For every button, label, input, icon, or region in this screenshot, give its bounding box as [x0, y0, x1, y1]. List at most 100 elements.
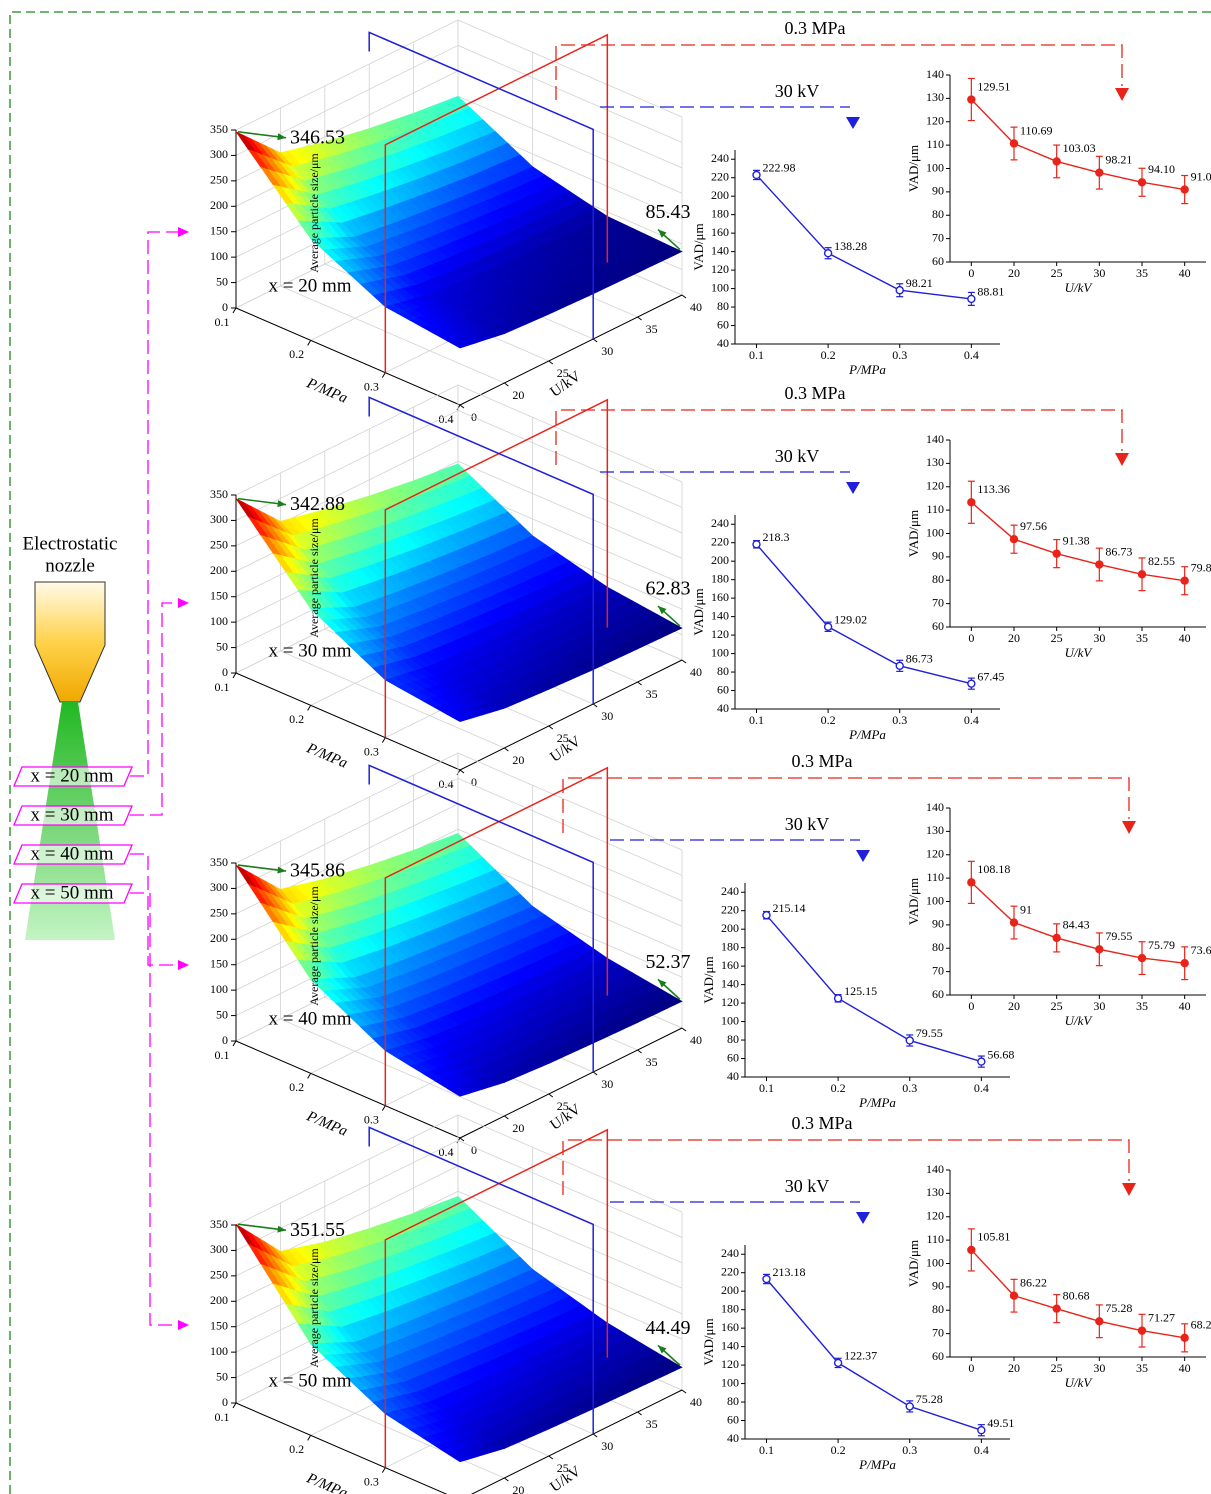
data-label: 67.45 [977, 669, 1004, 683]
data-point [1137, 178, 1147, 187]
chart-title: 30 kV [785, 814, 830, 834]
z-tick-label: 150 [210, 956, 228, 970]
y-tick-label: 200 [721, 921, 739, 935]
y-tick-label: 40 [727, 1431, 739, 1445]
y-tick-label: 100 [721, 1013, 739, 1027]
y-tick-label: 70 [932, 230, 944, 244]
x-tick-label: 0.3 [364, 1112, 379, 1126]
y-tick-label: 180 [711, 571, 729, 585]
y-tick-label: 90 [932, 1279, 944, 1293]
y-tick-label: 40 [717, 701, 729, 715]
data-point [1095, 945, 1104, 954]
data-point [823, 622, 833, 631]
chart-title: 30 kV [775, 446, 820, 466]
data-label: 98.21 [906, 276, 933, 290]
x-tick-label: 25 [1051, 999, 1063, 1013]
z-tick-label: 50 [216, 274, 228, 288]
x-tick [307, 1435, 312, 1441]
data-label: 68.2 [1191, 1318, 1211, 1332]
data-label: 103.03 [1063, 141, 1096, 155]
y-tick-label: 100 [711, 645, 729, 659]
y-tick-label: 40 [690, 300, 702, 314]
y-tick-label: 40 [690, 1395, 702, 1409]
x-tick-label: 0.2 [289, 347, 304, 361]
y-tick-label: 60 [932, 1349, 944, 1363]
y-tick-label: 70 [932, 963, 944, 977]
data-label: 79.55 [916, 1026, 943, 1040]
pointer-head [1115, 88, 1129, 101]
data-label: 86.22 [1020, 1275, 1047, 1289]
x-tick [456, 769, 461, 776]
y-tick-label: 80 [932, 572, 944, 586]
axis [235, 307, 461, 406]
position-label: x = 50 mm [30, 882, 113, 903]
y-tick [637, 1049, 642, 1054]
data-label: 91.38 [1063, 533, 1090, 547]
position-annotation: x = 40 mm [268, 1008, 351, 1029]
data-point [1137, 953, 1147, 963]
surface-patch [446, 338, 469, 349]
data-label: 79.55 [1105, 929, 1132, 943]
y-tick-label: 35 [646, 1055, 658, 1069]
z-axis-title: Average particle size/μm [307, 153, 321, 273]
z-tick-label: 250 [210, 538, 228, 552]
y-tick-label: 80 [932, 940, 944, 954]
z-tick-label: 350 [210, 487, 228, 501]
y-tick-label: 110 [926, 502, 944, 516]
z-tick-label: 350 [210, 122, 228, 136]
y-tick-label: 40 [727, 1069, 739, 1083]
data-point [1180, 576, 1189, 585]
x-tick-label: 0.4 [439, 777, 454, 791]
y-tick-label: 220 [711, 534, 729, 548]
z-tick-label: 250 [210, 1268, 228, 1282]
data-label: 91 [1020, 902, 1032, 916]
x-tick [456, 404, 461, 411]
y-tick [548, 360, 554, 365]
chart-title: 0.3 MPa [784, 18, 845, 38]
x-tick [381, 372, 386, 378]
y-tick-label: 40 [690, 665, 702, 679]
y-axis-title: VAD/μm [906, 1240, 921, 1287]
data-point [1009, 535, 1019, 544]
data-point [833, 994, 843, 1003]
y-tick-label: 100 [926, 160, 944, 174]
y-axis-title: VAD/μm [701, 1318, 716, 1365]
grid-line [457, 384, 683, 483]
position-annotation: x = 20 mm [268, 275, 351, 296]
axis [459, 294, 683, 406]
data-point [905, 1036, 914, 1045]
y-tick-label: 120 [721, 1357, 739, 1371]
z-tick-label: 150 [210, 223, 228, 237]
x-tick-label: 0.2 [821, 713, 836, 727]
z-tick-label: 350 [210, 855, 228, 869]
y-tick-label: 240 [711, 516, 729, 530]
y-tick-label: 20 [512, 1483, 524, 1494]
grid-line [235, 45, 459, 156]
y-tick-label: 60 [717, 682, 729, 696]
position-box [13, 883, 133, 904]
data-label: 125.15 [844, 984, 877, 998]
y-tick [548, 725, 554, 730]
y-tick-label: 100 [926, 893, 944, 907]
z-tick-label: 100 [210, 614, 228, 628]
data-label: 110.69 [1020, 123, 1053, 137]
x-axis-title: U/kV [1065, 280, 1094, 295]
arrow-head [178, 598, 189, 608]
nozzle-title: Electrostatic [23, 533, 118, 554]
x-tick-label: 30 [1093, 266, 1105, 280]
slice-plane [384, 398, 609, 738]
y-tick [592, 338, 598, 343]
y-tick [504, 1477, 509, 1482]
y-tick-label: 70 [932, 1325, 944, 1339]
voltage-chart: 40 60 80 100 120 140 160 180 200 220 240 0.1 0.2 0.3 0… [600, 81, 1004, 377]
data-point [1052, 933, 1061, 943]
y-tick-label: 110 [926, 1232, 944, 1246]
y-tick [548, 1455, 554, 1460]
y-tick [637, 681, 642, 686]
grid-line [235, 410, 459, 521]
y-tick-label: 120 [711, 262, 729, 276]
grid-line [235, 19, 459, 131]
y-tick-label: 110 [926, 137, 944, 151]
surface-chart: 0501001502002503003500.10.20.30.40202530… [210, 1114, 702, 1494]
grid-line [457, 19, 683, 118]
